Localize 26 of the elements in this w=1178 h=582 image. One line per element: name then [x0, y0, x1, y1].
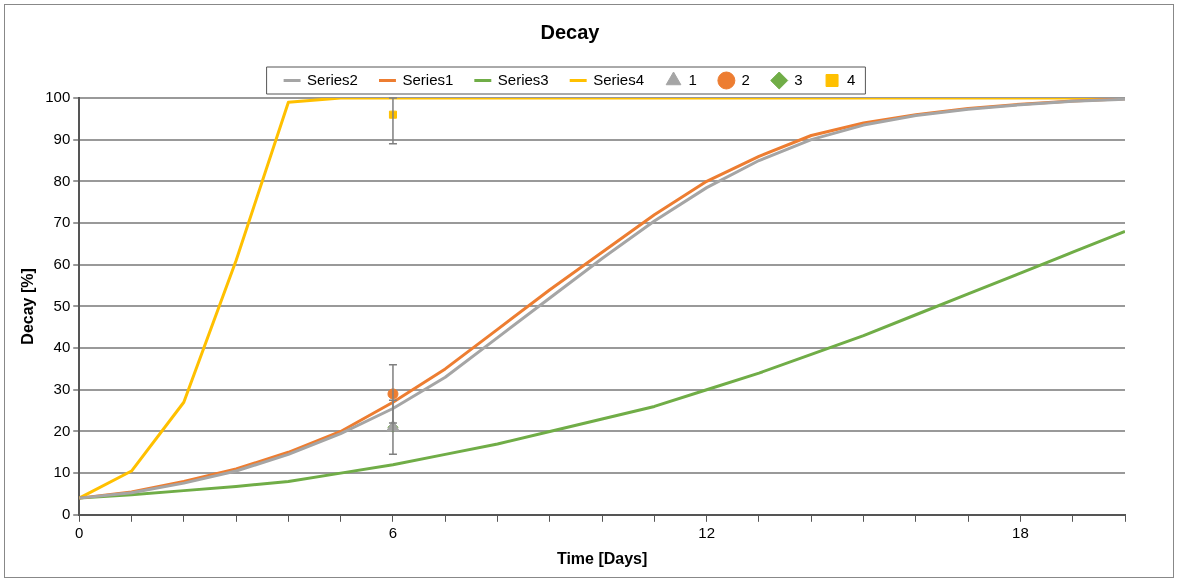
x-tick-label: 6 — [388, 523, 398, 541]
y-tick-label: 60 — [53, 254, 71, 272]
y-tick-label: 20 — [53, 421, 71, 439]
legend-label: 4 — [847, 70, 856, 88]
x-tick-label: 12 — [698, 523, 716, 541]
y-tick-label: 100 — [45, 88, 71, 106]
legend-label: Series3 — [497, 70, 549, 88]
y-tick-label: 80 — [53, 171, 71, 189]
legend-label: 1 — [688, 70, 697, 88]
x-tick-label: 18 — [1012, 523, 1029, 541]
legend-label: 3 — [794, 70, 803, 88]
legend-label: Series1 — [402, 70, 454, 88]
legend-label: Series2 — [307, 70, 358, 88]
chart-title: Decay — [540, 20, 601, 43]
y-tick-label: 10 — [53, 463, 71, 481]
y-axis-title: Decay [%] — [19, 268, 37, 345]
x-tick-label: 0 — [75, 523, 84, 541]
y-tick-label: 70 — [53, 213, 71, 231]
y-tick-label: 30 — [53, 379, 71, 397]
y-tick-label: 50 — [53, 296, 71, 314]
legend-label: 2 — [741, 70, 750, 88]
x-axis-title: Time [Days] — [556, 549, 648, 567]
y-tick-label: 40 — [53, 338, 71, 356]
y-tick-label: 0 — [61, 504, 71, 522]
legend-label: Series4 — [593, 70, 645, 88]
y-tick-label: 90 — [53, 129, 71, 147]
